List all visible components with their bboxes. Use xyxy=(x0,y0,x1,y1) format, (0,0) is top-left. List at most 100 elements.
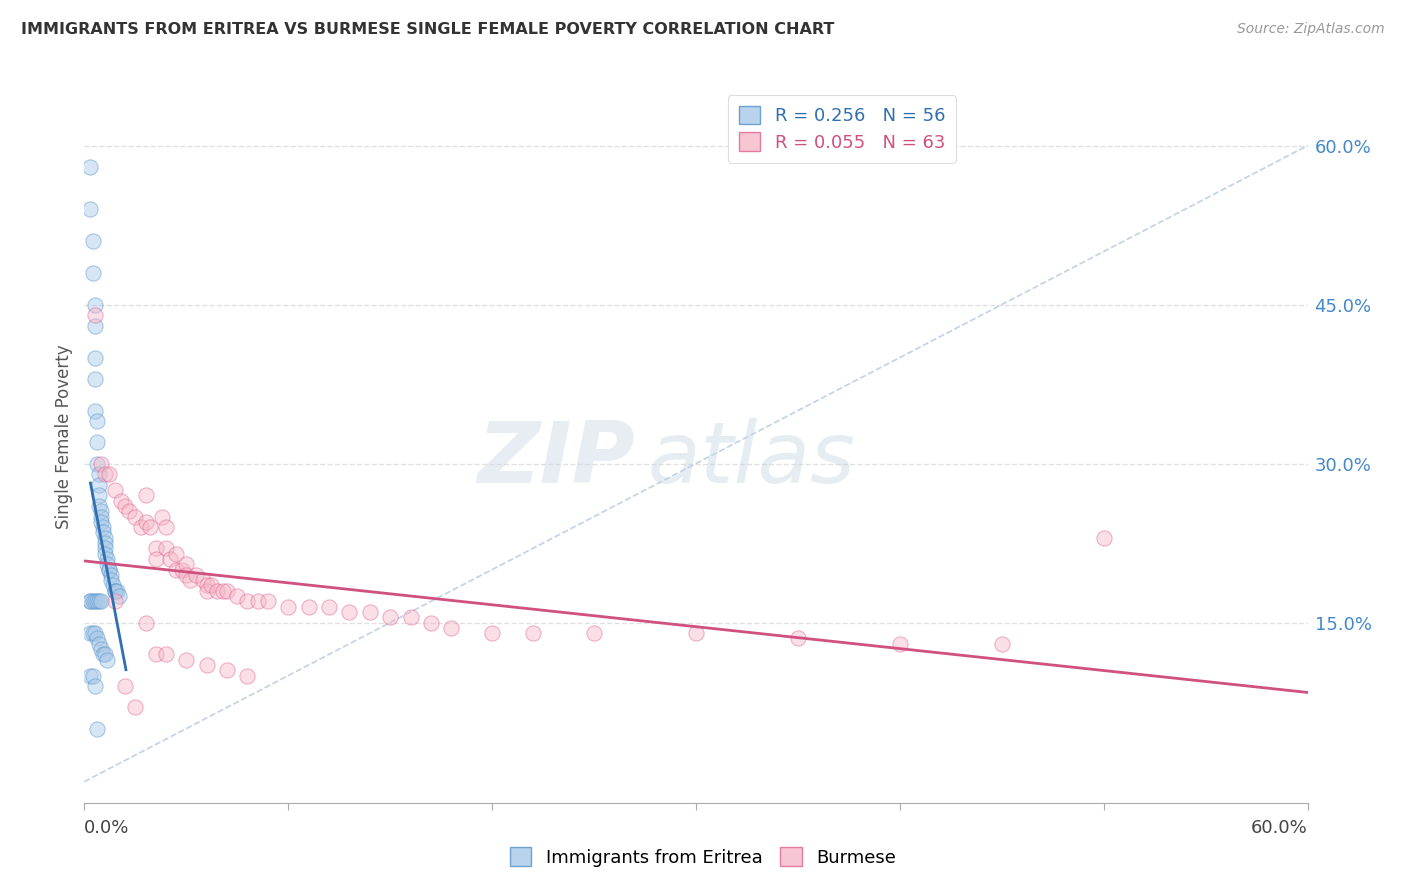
Text: 60.0%: 60.0% xyxy=(1251,819,1308,837)
Point xyxy=(82,668,104,682)
Point xyxy=(83,626,105,640)
Point xyxy=(155,541,177,556)
Point xyxy=(165,547,187,561)
Point xyxy=(174,567,197,582)
Point xyxy=(97,467,120,482)
Point xyxy=(90,509,112,524)
Point xyxy=(1092,531,1115,545)
Text: atlas: atlas xyxy=(647,417,855,500)
Point xyxy=(522,626,544,640)
Point xyxy=(212,583,235,598)
Point xyxy=(86,457,108,471)
Point xyxy=(91,520,114,534)
Point xyxy=(179,573,201,587)
Point xyxy=(90,457,112,471)
Point xyxy=(104,583,127,598)
Point xyxy=(87,637,110,651)
Point xyxy=(174,558,197,572)
Point xyxy=(86,435,108,450)
Point xyxy=(82,626,104,640)
Point xyxy=(90,504,112,518)
Point xyxy=(83,403,105,417)
Point xyxy=(101,578,124,592)
Text: Source: ZipAtlas.com: Source: ZipAtlas.com xyxy=(1237,22,1385,37)
Point xyxy=(124,509,146,524)
Point xyxy=(93,547,115,561)
Point xyxy=(135,615,157,630)
Point xyxy=(257,594,280,608)
Point xyxy=(399,610,422,624)
Point xyxy=(82,266,104,280)
Point xyxy=(380,610,402,624)
Point xyxy=(195,583,218,598)
Point xyxy=(131,520,153,534)
Point xyxy=(93,541,115,556)
Point xyxy=(96,558,118,572)
Point xyxy=(420,615,443,630)
Point xyxy=(236,668,259,682)
Point xyxy=(155,520,177,534)
Point xyxy=(93,531,115,545)
Point xyxy=(889,637,911,651)
Point xyxy=(583,626,606,640)
Legend: Immigrants from Eritrea, Burmese: Immigrants from Eritrea, Burmese xyxy=(502,840,904,874)
Point xyxy=(277,599,299,614)
Point xyxy=(359,605,381,619)
Y-axis label: Single Female Poverty: Single Female Poverty xyxy=(55,345,73,529)
Point xyxy=(104,583,127,598)
Point xyxy=(93,467,115,482)
Point xyxy=(86,632,108,646)
Point xyxy=(145,648,167,662)
Point xyxy=(100,567,122,582)
Text: IMMIGRANTS FROM ERITREA VS BURMESE SINGLE FEMALE POVERTY CORRELATION CHART: IMMIGRANTS FROM ERITREA VS BURMESE SINGL… xyxy=(21,22,835,37)
Point xyxy=(217,663,239,677)
Point xyxy=(87,467,110,482)
Point xyxy=(191,573,214,587)
Point xyxy=(108,589,131,603)
Point xyxy=(97,563,120,577)
Point xyxy=(83,318,105,333)
Point xyxy=(97,563,120,577)
Point xyxy=(481,626,503,640)
Point xyxy=(104,483,127,497)
Point xyxy=(79,594,101,608)
Point xyxy=(90,642,112,657)
Point xyxy=(91,525,114,540)
Point xyxy=(186,567,208,582)
Point xyxy=(217,583,239,598)
Point xyxy=(205,583,228,598)
Point xyxy=(226,589,249,603)
Point xyxy=(150,509,173,524)
Point xyxy=(339,605,361,619)
Point xyxy=(83,297,105,311)
Point xyxy=(440,621,463,635)
Point xyxy=(79,160,101,174)
Point xyxy=(318,599,340,614)
Point xyxy=(104,594,127,608)
Point xyxy=(82,594,104,608)
Point xyxy=(90,515,112,529)
Point xyxy=(86,414,108,428)
Point xyxy=(87,477,110,491)
Point xyxy=(787,632,810,646)
Point xyxy=(83,679,105,693)
Point xyxy=(165,563,187,577)
Point xyxy=(83,372,105,386)
Point xyxy=(82,234,104,248)
Point xyxy=(105,583,128,598)
Point xyxy=(145,552,167,566)
Point xyxy=(155,648,177,662)
Point xyxy=(87,488,110,502)
Point xyxy=(114,679,136,693)
Point xyxy=(79,668,101,682)
Point xyxy=(200,578,222,592)
Point xyxy=(86,594,108,608)
Point xyxy=(87,594,110,608)
Point xyxy=(79,594,101,608)
Point xyxy=(172,563,194,577)
Point xyxy=(195,578,218,592)
Point xyxy=(124,700,146,714)
Point xyxy=(79,626,101,640)
Point xyxy=(195,658,218,673)
Point xyxy=(83,308,105,322)
